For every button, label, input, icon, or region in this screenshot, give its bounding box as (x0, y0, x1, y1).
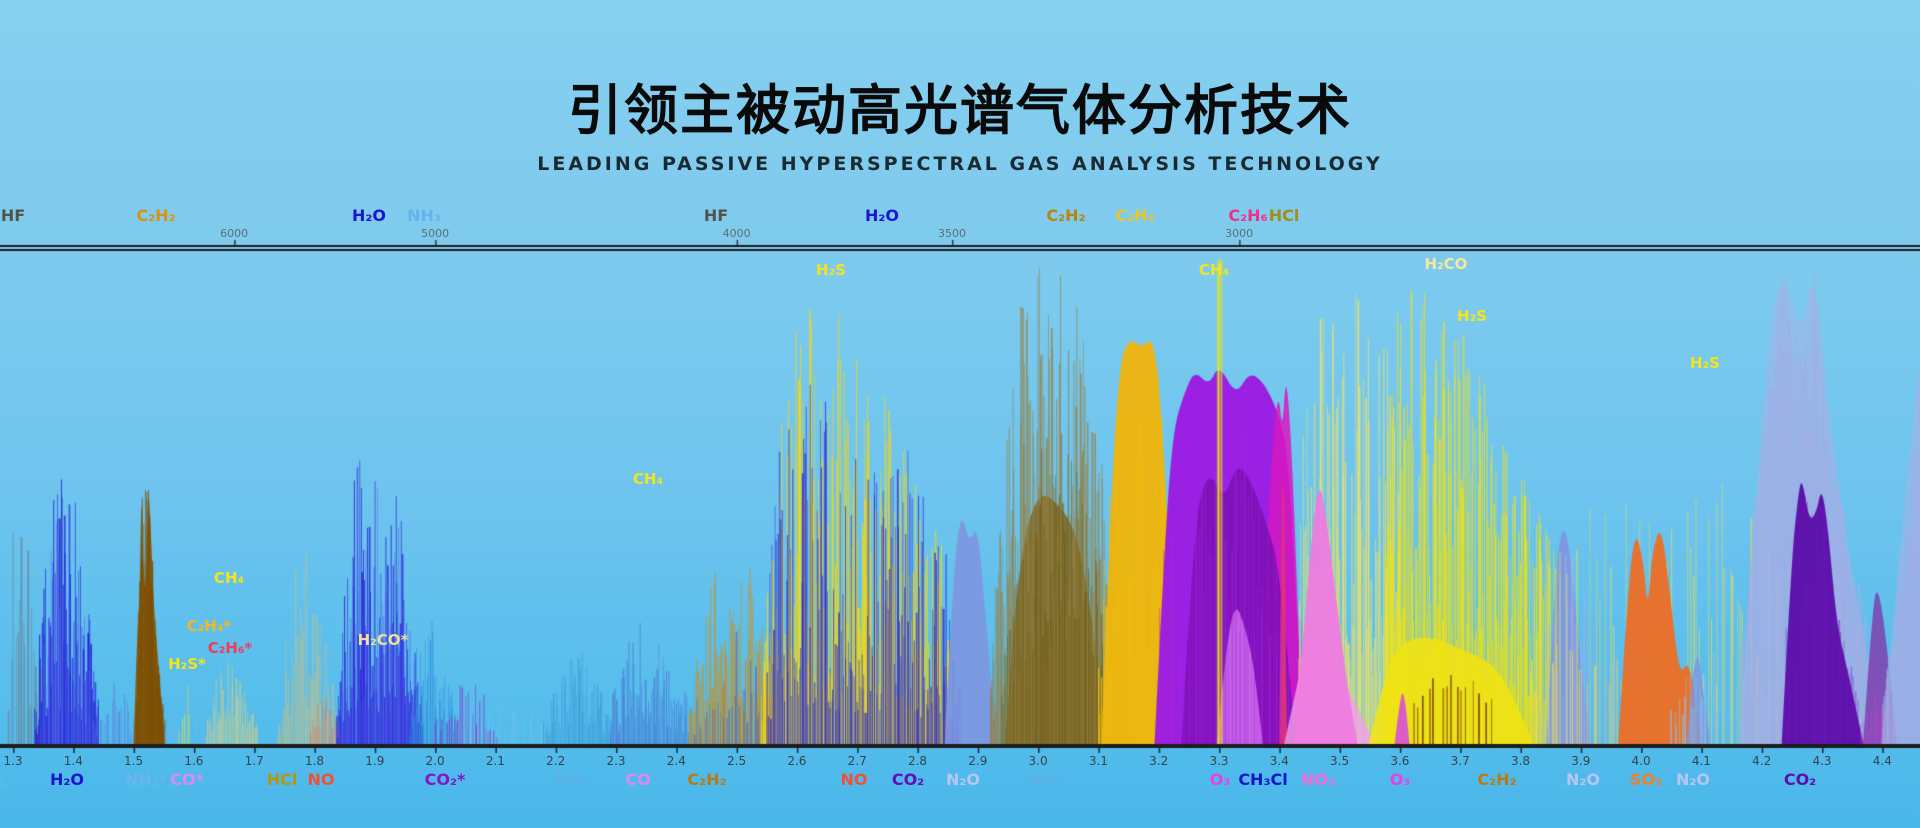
page-subtitle: LEADING PASSIVE HYPERSPECTRAL GAS ANALYS… (537, 153, 1383, 175)
bottom-gas-label: CH₃Cl (1238, 770, 1288, 789)
bottom-gas-label: CO (625, 770, 651, 789)
chart-annotation-label: H₂CO* (357, 631, 409, 649)
wavelength-tick-label: 4.0 (1631, 754, 1651, 768)
wavenumber-tick-label: 3500 (937, 227, 966, 240)
wavelength-tick-label: 2.3 (606, 754, 626, 768)
wavelength-tick-label: 2.9 (968, 754, 988, 768)
bottom-gas-label: HCl (266, 770, 298, 789)
top-gas-label: C₂H₂ (136, 206, 176, 225)
top-gas-label: C₂H₂ (1046, 206, 1086, 225)
wavelength-tick-label: 3.5 (1330, 754, 1350, 768)
wavelength-tick-label: 2.2 (546, 754, 566, 768)
chart-annotation-label: C₂H₄* (186, 617, 232, 635)
wavelength-tick-label: 4.2 (1752, 754, 1772, 768)
top-gas-label: H₂O (865, 206, 899, 225)
wavelength-tick-label: 3.6 (1390, 754, 1410, 768)
bottom-gas-label: O₃ (1209, 770, 1231, 789)
top-gas-label: NH₃ (407, 206, 441, 225)
bottom-gas-label: N₂O (946, 770, 980, 789)
wavenumber-tick-label: 6000 (220, 227, 249, 240)
wavelength-tick-label: 1.4 (63, 754, 83, 768)
wavelength-tick-label: 3.3 (1209, 754, 1229, 768)
chart-annotation-label: CH₄ (213, 569, 245, 587)
top-gas-label: C₂H₄ (1115, 206, 1155, 225)
bottom-gas-label: O₃ (1389, 770, 1411, 789)
bottom-gas-label: CO₂* (424, 770, 466, 789)
wavelength-tick-label: 4.4 (1872, 754, 1892, 768)
wavelength-tick-label: 1.7 (244, 754, 264, 768)
top-gas-label: C₂H₆ (1228, 206, 1268, 225)
wavelength-tick-label: 4.3 (1812, 754, 1832, 768)
chart-annotation-label: C₂H₆* (207, 639, 253, 657)
top-gas-label: HF (0, 206, 26, 225)
bottom-gas-label: NH₃ (556, 770, 590, 789)
bottom-gas-label: NO (840, 770, 868, 789)
wavelength-tick-label: 3.2 (1149, 754, 1169, 768)
wavelength-tick-label: 2.4 (666, 754, 686, 768)
bottom-gas-label: H₂O (50, 770, 84, 789)
bottom-gas-label: O₂ (0, 770, 5, 789)
wavenumber-tick-label: 5000 (421, 227, 450, 240)
chart-annotation-label: H₂S (816, 261, 846, 279)
chart-annotation-label: H₂S (1690, 354, 1720, 372)
wavelength-tick-label: 3.7 (1450, 754, 1470, 768)
wavelength-tick-label: 3.0 (1028, 754, 1048, 768)
wavelength-tick-label: 1.8 (304, 754, 325, 768)
wavelength-tick-label: 1.5 (124, 754, 144, 768)
wavelength-tick-label: 2.1 (485, 754, 505, 768)
page-title: 引领主被动高光谱气体分析技术 (568, 79, 1352, 142)
top-gas-label: HF (703, 206, 729, 225)
bottom-gas-label: CO₂ (891, 770, 925, 789)
bottom-gas-label: N₂O (1676, 770, 1710, 789)
bottom-gas-label: C₂H₂ (687, 770, 727, 789)
wavelength-tick-label: 4.1 (1691, 754, 1711, 768)
wavenumber-tick-label: 4000 (722, 227, 751, 240)
wavelength-tick-label: 2.6 (787, 754, 807, 768)
wavelength-tick-label: 1.6 (184, 754, 204, 768)
chart-annotation-label: H₂CO (1424, 255, 1468, 273)
chart-annotation-label: CH₄ (632, 470, 664, 488)
wavelength-tick-label: 3.1 (1088, 754, 1108, 768)
wavelength-tick-label: 2.5 (727, 754, 747, 768)
bottom-gas-label: CO₂ (1783, 770, 1817, 789)
top-gas-label: H₂O (352, 206, 386, 225)
wavelength-tick-label: 1.9 (365, 754, 385, 768)
chart-annotation-label: CH₄ (1198, 261, 1230, 279)
bottom-gas-label: NH₃* (124, 770, 168, 789)
wavelength-tick-label: 3.8 (1510, 754, 1531, 768)
wavelength-tick-label: 1.3 (3, 754, 23, 768)
bottom-gas-label: NO₂ (1301, 770, 1335, 789)
bottom-gas-label: CO* (170, 770, 204, 789)
wavenumber-tick-label: 3000 (1225, 227, 1254, 240)
bottom-gas-label: C₂H₂ (1477, 770, 1517, 789)
wavelength-tick-label: 3.4 (1269, 754, 1289, 768)
bottom-gas-label: NH₃ (1029, 770, 1063, 789)
chart-annotation-label: H₂S* (168, 655, 206, 673)
bottom-gas-label: SO₂ (1629, 770, 1663, 789)
wavelength-tick-label: 2.0 (425, 754, 445, 768)
bottom-gas-label: NO (307, 770, 335, 789)
wavelength-tick-label: 3.9 (1571, 754, 1591, 768)
top-gas-label: HCl (1268, 206, 1300, 225)
wavelength-tick-label: 2.7 (847, 754, 867, 768)
wavelength-tick-label: 2.8 (907, 754, 928, 768)
chart-annotation-label: H₂S (1457, 307, 1487, 325)
bottom-gas-label: N₂O (1566, 770, 1600, 789)
